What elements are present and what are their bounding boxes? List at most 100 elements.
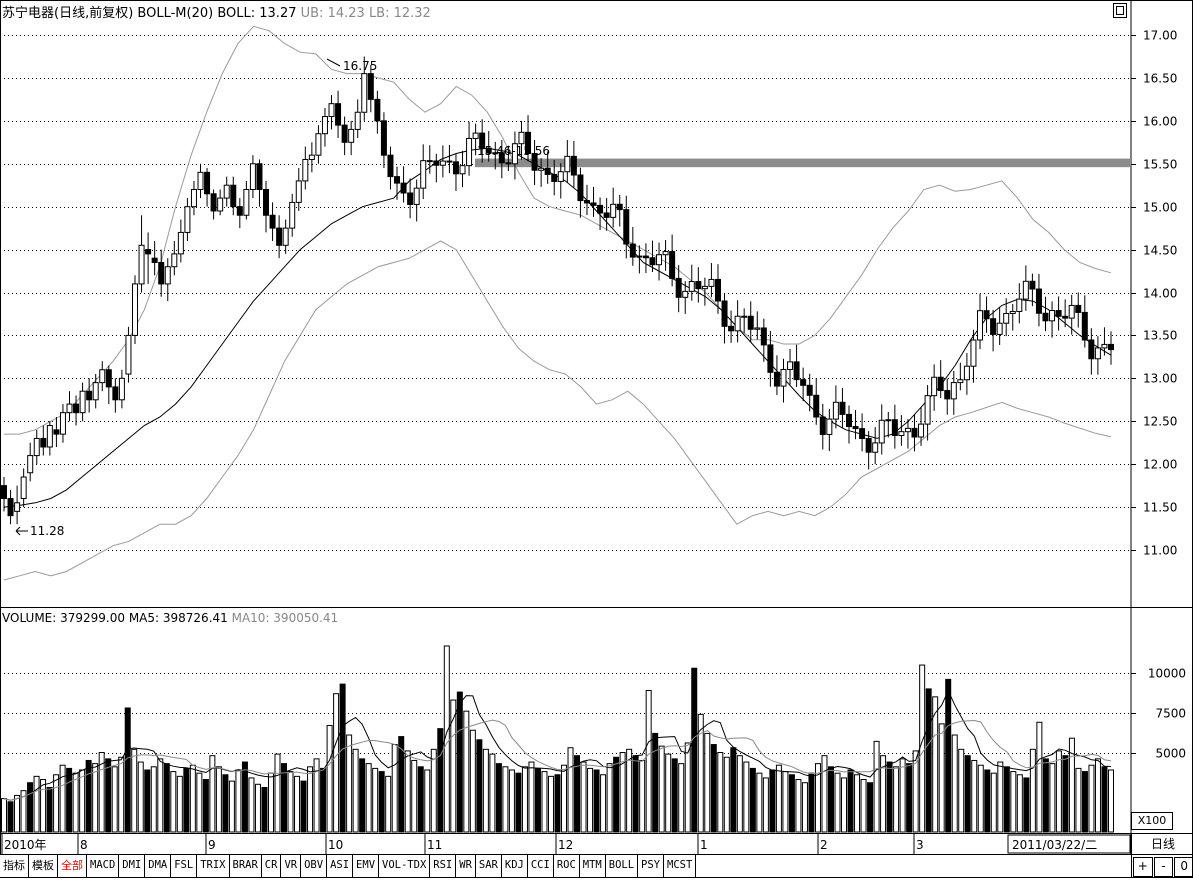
volume-bar: [554, 774, 561, 833]
indicator-tab[interactable]: 模板: [29, 855, 58, 877]
volume-bar: [463, 710, 470, 833]
candle-body: [79, 390, 86, 414]
indicator-tab[interactable]: MACD: [87, 855, 120, 877]
indicator-tab[interactable]: MTM: [579, 855, 606, 877]
candle-body: [839, 401, 846, 415]
candle-body: [931, 376, 938, 397]
volume-bar: [723, 756, 730, 833]
volume-bar: [1003, 766, 1010, 833]
volume-bar: [808, 772, 815, 833]
candle-body: [1094, 347, 1101, 360]
candle-body: [14, 502, 21, 512]
candle-body: [787, 361, 794, 370]
volume-ma10-line: [3, 719, 1112, 801]
volume-bar: [137, 761, 144, 833]
volume-bar: [899, 758, 906, 833]
candle-body: [1003, 312, 1010, 324]
candle-body: [53, 429, 60, 435]
indicator-tab[interactable]: ROC: [553, 855, 580, 877]
candle-body: [197, 171, 204, 190]
candle-body: [832, 401, 839, 420]
indicator-tab[interactable]: BRAR: [229, 855, 262, 877]
indicator-tab[interactable]: DMA: [145, 855, 172, 877]
volume-bar: [971, 759, 978, 833]
volume-bar: [1042, 758, 1049, 833]
candle-body: [321, 116, 328, 135]
indicator-tab[interactable]: DMI: [119, 855, 146, 877]
candle-body: [505, 162, 512, 165]
volume-bar: [228, 780, 235, 833]
candle-body: [1035, 288, 1042, 314]
volume-bar: [450, 699, 457, 833]
volume-bar: [541, 771, 548, 833]
indicator-tab[interactable]: BOLL: [605, 855, 639, 877]
indicator-tab[interactable]: MCST: [664, 855, 697, 877]
candle-body: [27, 455, 34, 474]
volume-bar: [801, 782, 808, 833]
zoom-buttons: + -0: [1131, 854, 1193, 877]
volume-bar: [222, 774, 229, 833]
volume-bar: [209, 755, 216, 833]
indicator-tab[interactable]: OBV: [301, 855, 328, 877]
indicator-tab[interactable]: ASI: [327, 855, 354, 877]
volume-bar: [111, 766, 118, 833]
price-tick-label: 16.00: [1143, 115, 1177, 129]
candle-body: [708, 278, 715, 287]
volume-bar: [79, 769, 86, 833]
price-tick-label: 15.00: [1143, 201, 1177, 215]
indicator-tab[interactable]: CR: [261, 855, 282, 877]
candle-body: [898, 431, 905, 436]
volume-bar: [72, 772, 79, 833]
window-restore-icon[interactable]: [1113, 3, 1127, 18]
indicator-tab[interactable]: VOL-TDX: [379, 855, 431, 877]
volume-bar: [880, 755, 887, 833]
volume-bar: [411, 759, 418, 833]
indicator-tab[interactable]: 指标: [0, 855, 29, 877]
volume-bar: [984, 769, 991, 833]
candle-body: [295, 180, 302, 203]
candle-body: [669, 251, 676, 279]
indicator-tab[interactable]: RSI: [430, 855, 457, 877]
candle-body: [616, 203, 623, 211]
zoom-button[interactable]: +: [1133, 857, 1153, 877]
volume-bar: [215, 766, 222, 833]
candle-body: [819, 416, 826, 435]
indicator-tab[interactable]: VR: [281, 855, 302, 877]
candle-body: [583, 200, 590, 204]
indicator-tab[interactable]: 全部: [58, 855, 87, 877]
candle-body: [151, 257, 158, 263]
indicator-tab[interactable]: TRIX: [197, 855, 230, 877]
indicator-tab[interactable]: FSL: [171, 855, 198, 877]
ub-value: UB: 14.23: [300, 6, 365, 21]
volume-bar: [736, 755, 743, 833]
candle-body: [629, 243, 636, 258]
price-tick-label: 15.50: [1143, 158, 1177, 172]
candle-body: [852, 426, 859, 430]
indicator-tab[interactable]: WR: [456, 855, 476, 877]
volume-panel-header: VOLUME: 379299.00 MA5: 398726.41 MA10: 3…: [2, 611, 338, 627]
volume-bar: [528, 761, 535, 833]
candle-body: [675, 277, 682, 298]
volume-bar: [163, 763, 170, 833]
candle-body: [859, 428, 866, 439]
candle-body: [59, 412, 66, 435]
candle-body: [773, 371, 780, 387]
candle-body: [138, 244, 145, 285]
candle-body: [557, 171, 564, 182]
indicator-tab[interactable]: KDJ: [501, 855, 528, 877]
volume-bar: [424, 769, 431, 833]
indicator-tab[interactable]: PSY: [638, 855, 665, 877]
zoom-button[interactable]: 0: [1174, 857, 1193, 877]
zoom-button[interactable]: -: [1153, 857, 1174, 877]
period-selector[interactable]: 日线: [1131, 834, 1193, 854]
volume-bar: [1094, 758, 1101, 833]
indicator-tab[interactable]: CCI: [527, 855, 554, 877]
indicator-tab[interactable]: SAR: [475, 855, 502, 877]
indicator-tab[interactable]: EMV: [353, 855, 380, 877]
candle-body: [498, 152, 505, 164]
volume-bar: [1075, 767, 1082, 833]
volume-bar: [391, 744, 398, 833]
volume-bar: [14, 794, 21, 833]
volume-bar: [1036, 721, 1043, 833]
